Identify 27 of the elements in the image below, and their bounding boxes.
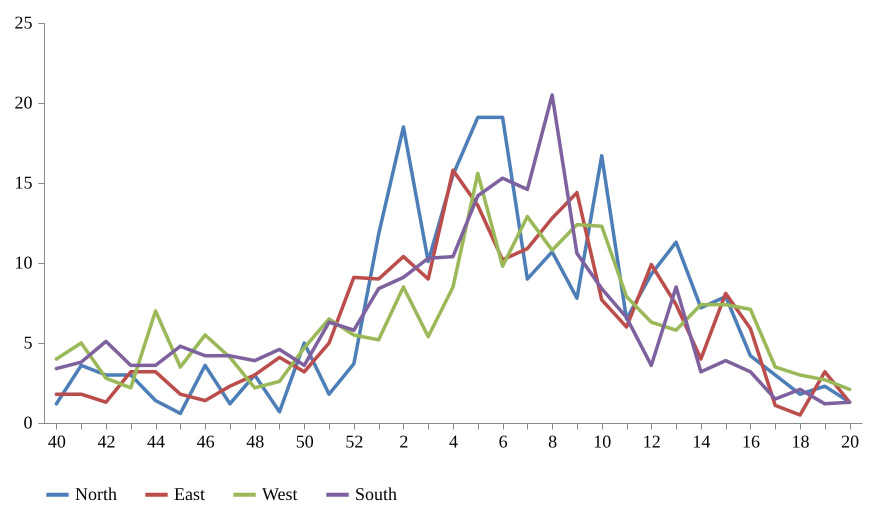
x-tick-label: 44 <box>147 432 166 452</box>
legend-label: North <box>75 484 117 504</box>
x-tick-label: 52 <box>345 432 364 452</box>
x-tick-label: 10 <box>593 432 612 452</box>
y-tick-label: 20 <box>14 92 32 112</box>
x-tick-label: 20 <box>841 432 860 452</box>
y-tick-label: 0 <box>24 412 32 432</box>
x-tick-label: 16 <box>742 432 760 452</box>
x-tick-label: 42 <box>97 432 116 452</box>
y-tick-label: 10 <box>14 252 32 272</box>
x-tick-label: 4 <box>449 432 458 452</box>
x-tick-label: 46 <box>196 432 215 452</box>
y-tick-label: 5 <box>24 332 32 352</box>
x-tick-label: 8 <box>548 432 558 452</box>
x-tick-label: 50 <box>296 432 314 452</box>
legend-label: South <box>355 484 398 504</box>
x-tick-label: 6 <box>498 432 508 452</box>
legend-label: West <box>262 484 298 504</box>
x-tick-label: 40 <box>48 432 66 452</box>
y-tick-label: 15 <box>14 172 32 192</box>
x-tick-label: 14 <box>692 432 710 452</box>
y-tick-label: 25 <box>14 12 32 32</box>
x-tick-label: 12 <box>642 432 661 452</box>
x-tick-label: 2 <box>399 432 408 452</box>
legend-label: East <box>174 484 205 504</box>
x-tick-label: 48 <box>246 432 264 452</box>
x-tick-label: 18 <box>792 432 810 452</box>
